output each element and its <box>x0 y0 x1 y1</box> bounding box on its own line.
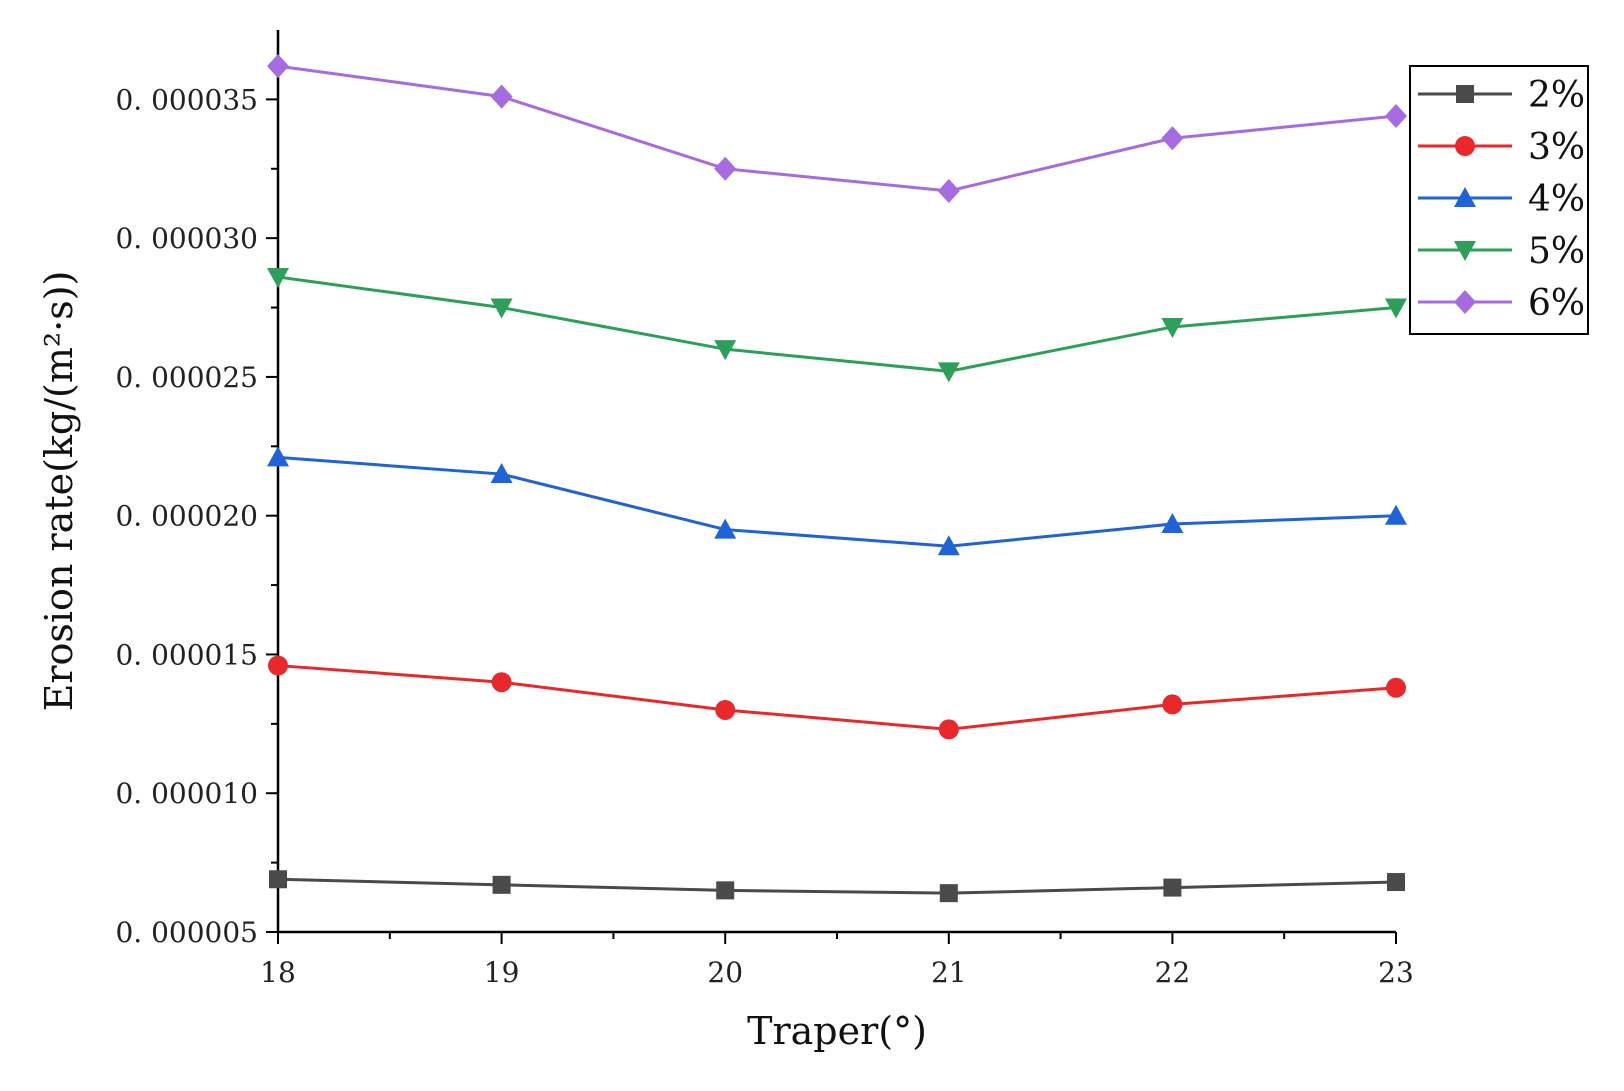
data-point <box>1386 677 1406 698</box>
x-tick-label: 18 <box>260 956 296 989</box>
y-tick-label: 0. 000025 <box>115 361 258 394</box>
data-point <box>715 699 736 720</box>
data-point <box>1162 694 1183 715</box>
data-point <box>714 340 737 361</box>
y-tick-label: 0. 000035 <box>115 83 258 116</box>
data-point <box>267 268 289 289</box>
series-6pct <box>267 54 1407 203</box>
x-tick-label: 23 <box>1378 956 1414 989</box>
data-point <box>1161 126 1184 151</box>
legend-marker <box>1454 187 1476 207</box>
y-tick-label: 0. 000030 <box>115 222 258 255</box>
series-3pct <box>268 655 1406 740</box>
data-point <box>1387 873 1405 892</box>
data-point <box>939 884 958 903</box>
data-point <box>714 156 737 181</box>
data-point <box>1163 878 1182 897</box>
series-line <box>277 455 1397 548</box>
series-line <box>277 664 1397 731</box>
legend-item: 2% <box>1418 75 1585 116</box>
legend-marker <box>1454 290 1476 314</box>
legend-marker <box>1454 241 1476 261</box>
y-tick-label: 0. 000015 <box>115 638 258 671</box>
legend-label: 3% <box>1528 127 1585 168</box>
x-tick-label: 19 <box>484 956 520 989</box>
y-tick-label: 0. 000010 <box>115 777 258 810</box>
series-2pct <box>269 870 1405 903</box>
data-point <box>267 446 289 467</box>
data-point <box>1385 104 1407 129</box>
data-point <box>267 54 289 79</box>
legend-item: 6% <box>1418 283 1585 324</box>
data-point <box>492 875 511 894</box>
legend-marker <box>1456 85 1474 103</box>
series-4pct <box>267 446 1407 556</box>
data-point <box>1385 504 1407 525</box>
data-point <box>716 881 735 900</box>
legend-box <box>1409 65 1589 335</box>
data-point <box>937 178 960 203</box>
series-layer <box>267 54 1407 903</box>
series-5pct <box>267 268 1407 383</box>
data-point <box>714 518 737 539</box>
x-tick-label: 20 <box>707 956 743 989</box>
legend-label: 5% <box>1528 231 1585 272</box>
legend-label: 2% <box>1528 75 1585 116</box>
y-tick-label: 0. 000020 <box>115 500 258 533</box>
axes: 0. 000005 0. 000010 0. 000015 0. 000020 0. 0… <box>115 30 1414 989</box>
x-axis-title: Traper(°) <box>747 1009 927 1053</box>
legend-label: 6% <box>1528 283 1585 324</box>
y-axis-title: Erosion rate(kg/(m²·s)) <box>37 271 81 712</box>
data-point <box>490 84 513 109</box>
data-point <box>1161 317 1184 338</box>
data-point <box>1161 513 1184 534</box>
y-tick-label: 0. 000005 <box>115 916 258 949</box>
x-tick-label: 22 <box>1155 956 1191 989</box>
data-point <box>937 362 960 383</box>
data-point <box>490 463 513 484</box>
legend: 2% 3% 4% 5% 6% <box>1409 65 1589 335</box>
data-point <box>268 655 288 676</box>
x-tick-label: 21 <box>931 956 967 989</box>
data-point <box>269 870 287 889</box>
series-line <box>277 275 1397 373</box>
legend-label: 4% <box>1528 179 1585 220</box>
legend-item: 4% <box>1418 179 1585 220</box>
legend-marker <box>1455 136 1475 156</box>
data-point <box>938 719 959 740</box>
legend-item: 5% <box>1418 231 1585 272</box>
data-point <box>937 535 960 556</box>
legend-item: 3% <box>1418 127 1585 168</box>
data-point <box>1385 298 1407 319</box>
series-line <box>277 64 1397 193</box>
data-point <box>490 298 513 319</box>
data-point <box>491 672 512 693</box>
series-line <box>277 877 1397 895</box>
